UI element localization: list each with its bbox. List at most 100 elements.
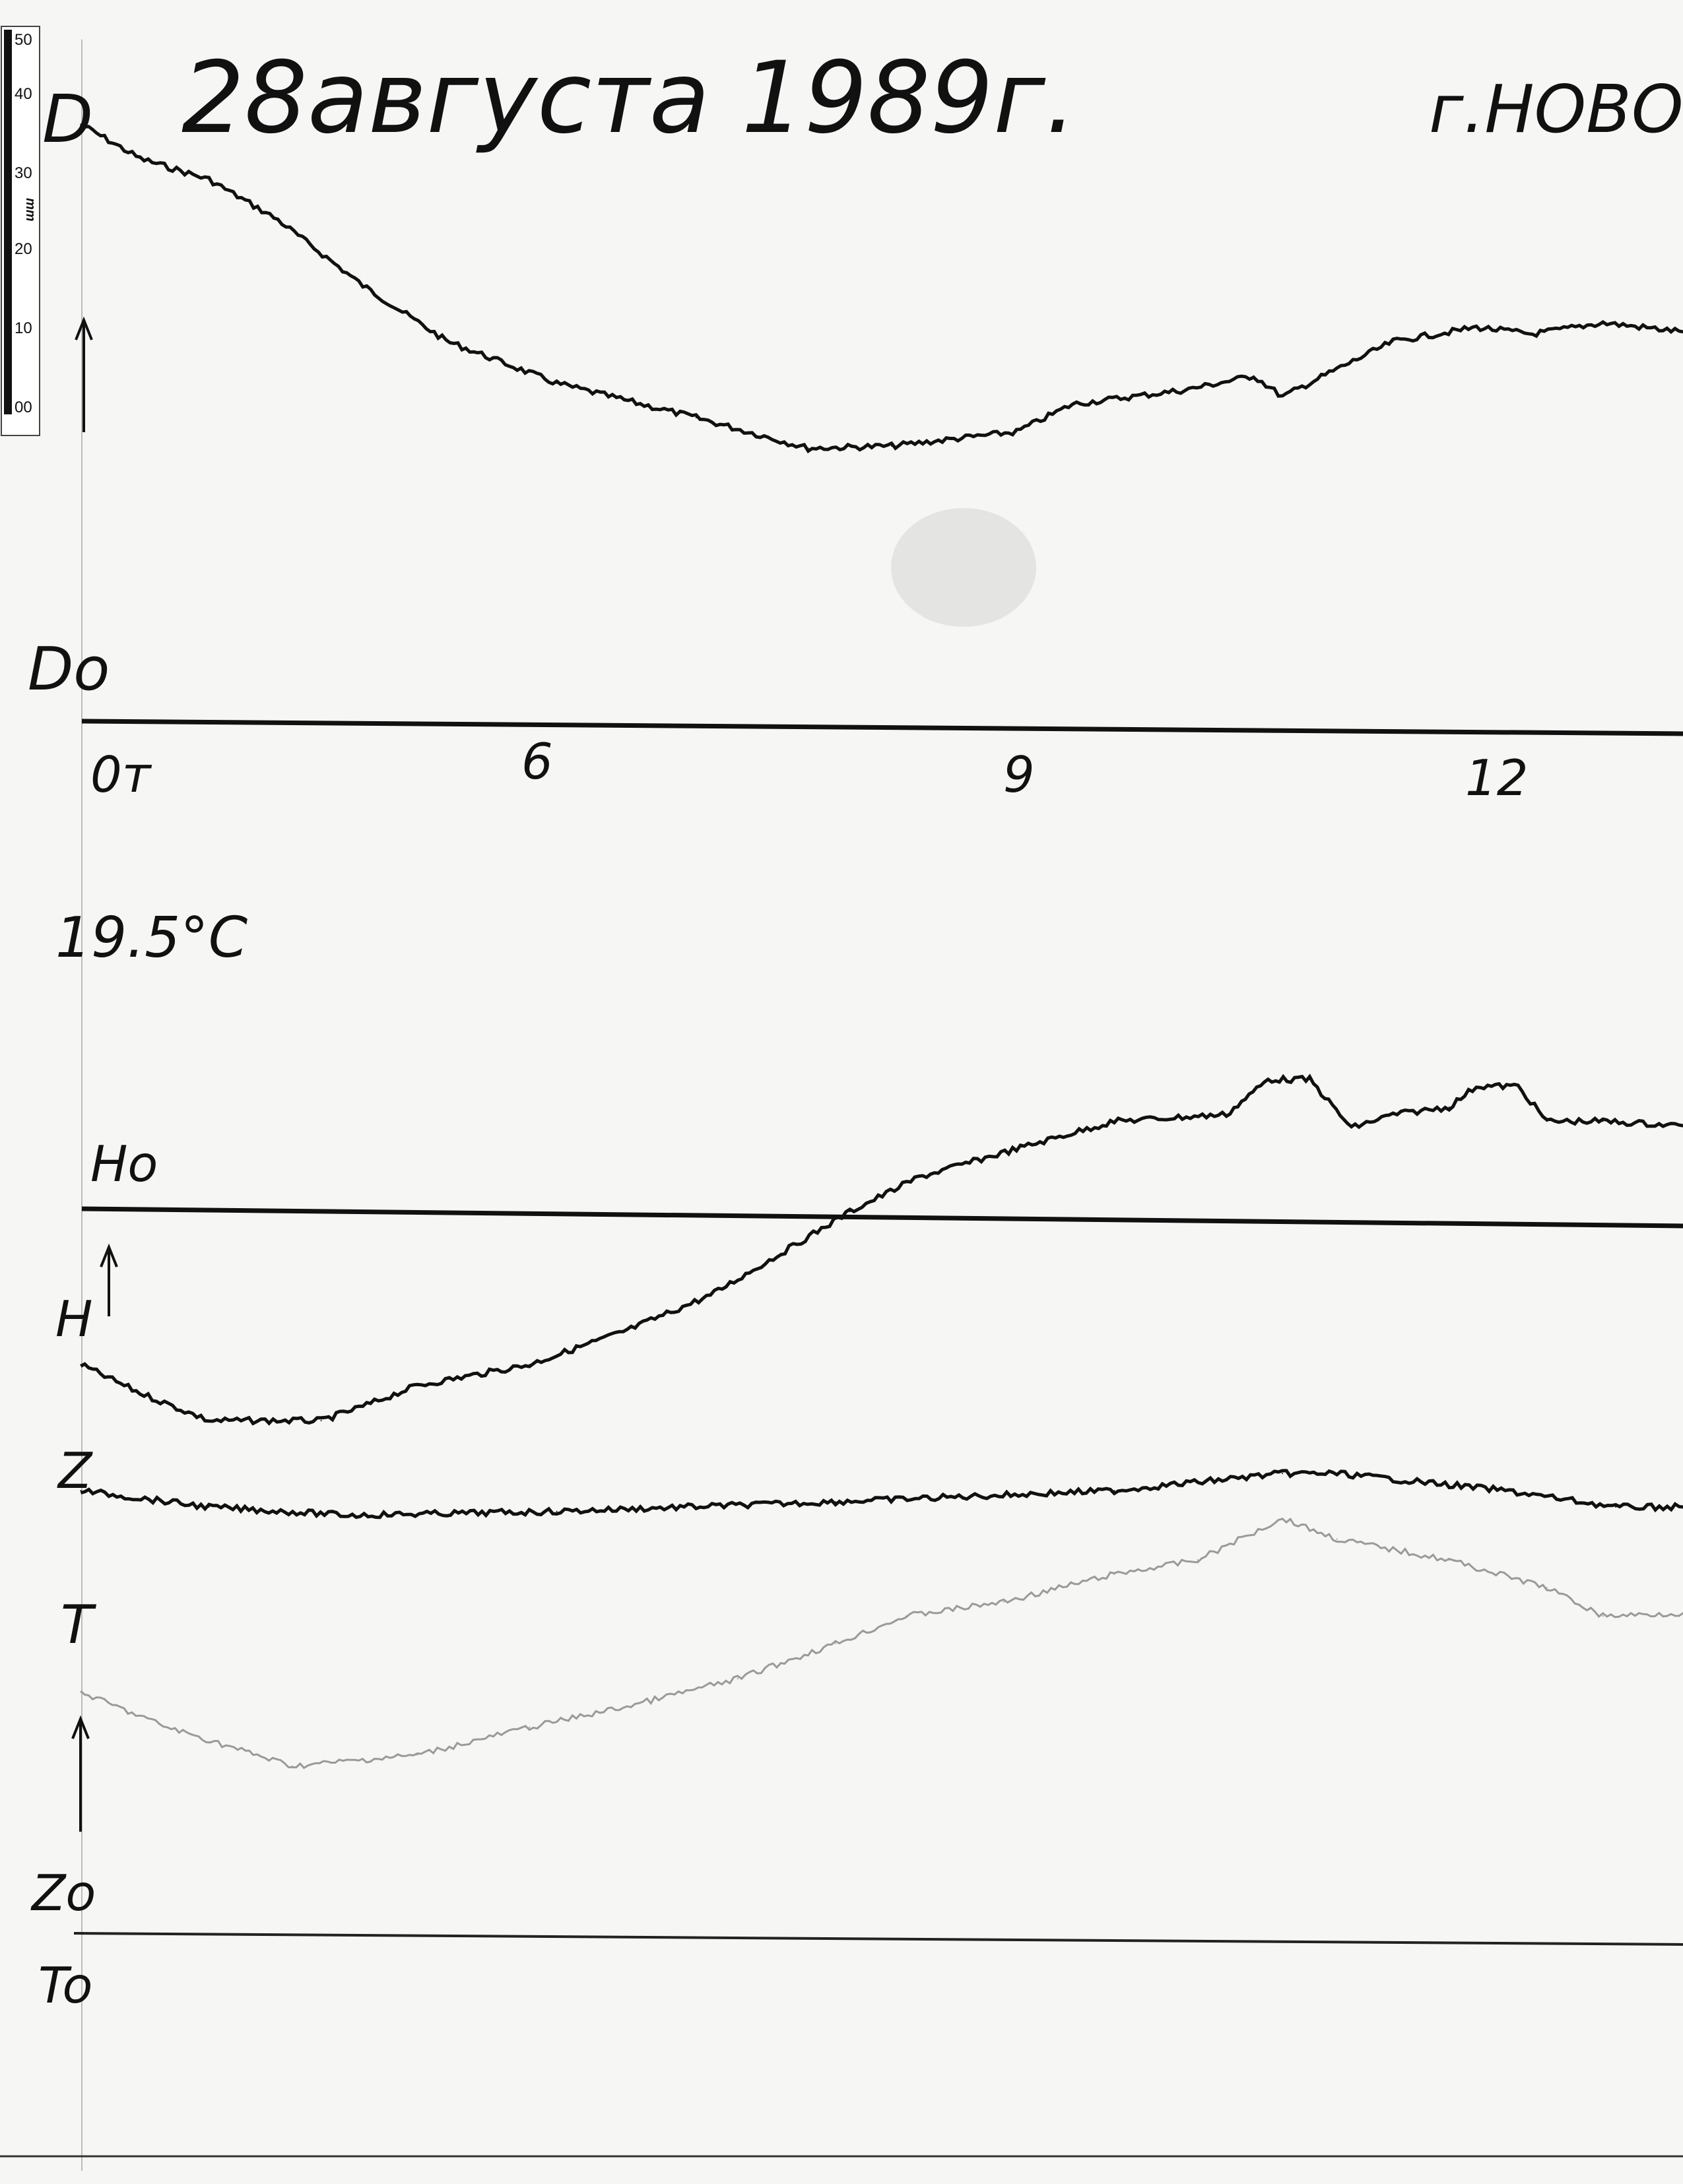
data-point-h: [1350, 1127, 1352, 1129]
data-point-h: [1392, 1114, 1394, 1116]
temperature-label: 19.5°C: [55, 905, 248, 971]
ruler-tick-30: 30: [15, 164, 32, 182]
data-point-t: [1336, 1538, 1338, 1540]
data-point-t: [1197, 1559, 1199, 1561]
label-h: H: [55, 1290, 92, 1348]
data-point-d: [1531, 333, 1533, 335]
data-point-d: [1392, 340, 1394, 342]
data-point-h: [918, 1176, 920, 1178]
data-point-h: [1546, 1120, 1548, 1122]
data-point-t: [80, 1691, 82, 1693]
x-tick-9: 9: [1003, 746, 1035, 804]
data-point-h: [1113, 1120, 1115, 1122]
x-tick-0: 0т: [90, 746, 152, 804]
data-point-t: [737, 1678, 739, 1680]
data-point-h: [849, 1211, 851, 1213]
arrow-up-icon: [75, 316, 93, 432]
x-tick-6: 6: [521, 732, 553, 790]
data-point-t: [1602, 1615, 1604, 1617]
data-point-h: [1309, 1079, 1311, 1080]
data-point-h: [1517, 1085, 1519, 1087]
data-point-h: [139, 1392, 141, 1394]
data-point-z: [556, 1510, 558, 1512]
data-point-d: [556, 382, 558, 384]
x-tick-12: 12: [1465, 749, 1528, 807]
data-point-t: [529, 1726, 531, 1728]
ruler-tick-20: 20: [15, 240, 32, 258]
trace-z: [80, 1469, 1683, 1520]
data-point-d: [1184, 389, 1186, 391]
data-point-h: [780, 1252, 782, 1254]
data-point-h: [80, 1364, 82, 1366]
data-point-d: [1016, 431, 1018, 433]
arrow-up-icon: [71, 1715, 90, 1832]
data-point-t: [291, 1765, 293, 1767]
data-point-z: [1615, 1506, 1617, 1508]
data-point-d: [277, 219, 279, 221]
data-point-t: [1282, 1518, 1284, 1519]
data-point-z: [1504, 1490, 1506, 1492]
trace-t: [80, 1517, 1683, 1770]
data-point-h: [1267, 1079, 1269, 1080]
label-t0: To: [38, 1956, 92, 2014]
data-point-d: [139, 158, 141, 160]
data-point-z: [80, 1490, 82, 1492]
data-point-t: [1113, 1573, 1115, 1575]
station-name: г.НОВОС: [1429, 71, 1683, 148]
data-point-h: [626, 1330, 628, 1332]
data-point-t: [626, 1706, 628, 1708]
data-point-t: [834, 1643, 836, 1644]
ruler-tick-10: 10: [15, 319, 32, 337]
data-point-h: [1475, 1085, 1477, 1087]
data-point-d: [1072, 403, 1074, 405]
data-point-h: [362, 1405, 364, 1407]
data-point-d: [1282, 396, 1284, 398]
data-point-d: [890, 445, 892, 447]
data-point-d: [1253, 375, 1255, 377]
label-t: T: [61, 1594, 97, 1655]
data-point-z: [208, 1506, 210, 1508]
paper-stain: [891, 508, 1036, 627]
data-point-z: [347, 1514, 349, 1516]
baseline-d0: [81, 719, 1683, 736]
data-point-h: [208, 1420, 210, 1422]
data-point-t: [905, 1615, 907, 1617]
label-z0: Zo: [30, 1864, 96, 1922]
data-point-h: [1448, 1106, 1450, 1108]
data-point-h: [1226, 1114, 1228, 1116]
ruler-tick-50: 50: [15, 31, 32, 49]
label-h0: Ho: [90, 1135, 158, 1193]
ruler-tick-00: 00: [15, 399, 32, 416]
data-point-t: [166, 1726, 168, 1728]
baseline-z0-t0: [73, 1932, 1683, 1946]
label-d0: Do: [28, 635, 110, 704]
data-point-t: [1546, 1587, 1548, 1589]
data-point-t: [416, 1754, 418, 1756]
data-point-z: [1282, 1473, 1284, 1475]
data-point-t: [1448, 1559, 1450, 1561]
data-point-z: [834, 1501, 836, 1503]
ruler-tick-40: 40: [15, 85, 32, 103]
chart-title-date: 28августа 1989г.: [182, 41, 1076, 156]
data-point-d: [695, 417, 697, 418]
data-point-d: [80, 123, 82, 125]
data-point-t: [1003, 1601, 1005, 1603]
data-point-d: [1475, 327, 1477, 329]
baseline-h0: [81, 1206, 1683, 1229]
data-point-h: [416, 1384, 418, 1386]
traces: [79, 123, 1683, 1770]
data-point-d: [1602, 322, 1604, 324]
arrow-up-icon: [100, 1243, 118, 1316]
data-point-z: [1336, 1473, 1338, 1475]
trace-h: [80, 1074, 1683, 1426]
data-point-d: [208, 179, 210, 180]
trace-d: [79, 123, 1683, 454]
data-point-z: [1113, 1490, 1115, 1492]
ruler-unit: mm: [23, 198, 38, 222]
data-point-d: [445, 340, 447, 342]
data-point-d: [1336, 368, 1338, 370]
data-point-h: [710, 1295, 711, 1296]
data-point-h: [1602, 1120, 1604, 1122]
mm-ruler: 50 40 30 mm 20 10 00: [1, 26, 40, 436]
